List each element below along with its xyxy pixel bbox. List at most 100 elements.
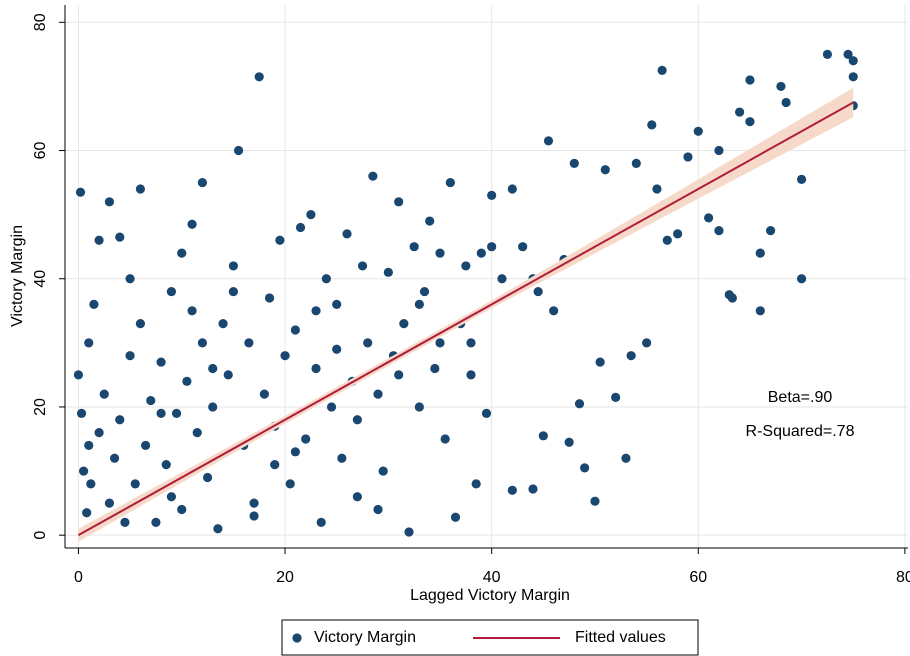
point — [259, 389, 269, 399]
point — [311, 363, 321, 374]
point — [254, 72, 264, 82]
point — [166, 492, 177, 502]
point — [104, 197, 115, 207]
y-tick-label: 60 — [32, 142, 49, 160]
point — [409, 242, 419, 252]
x-tick-label: 60 — [689, 569, 707, 586]
point — [301, 434, 311, 444]
point — [765, 226, 776, 236]
point — [440, 434, 450, 444]
x-axis-title: Lagged Victory Margin — [410, 587, 570, 604]
point — [182, 376, 192, 386]
point — [714, 145, 724, 156]
point — [404, 527, 414, 537]
point — [642, 338, 652, 348]
point — [270, 460, 280, 470]
x-tick-label: 40 — [483, 569, 501, 586]
point — [290, 325, 300, 335]
point — [528, 484, 538, 494]
point — [673, 229, 683, 239]
point — [373, 389, 383, 399]
point — [89, 299, 99, 309]
point — [352, 492, 362, 502]
y-tick-label: 20 — [32, 398, 49, 416]
point — [94, 235, 104, 245]
point — [466, 338, 476, 348]
point — [394, 197, 404, 207]
point — [476, 248, 486, 258]
point — [518, 242, 528, 252]
point — [197, 177, 208, 188]
x-tick-label: 0 — [74, 569, 83, 586]
point — [533, 286, 543, 297]
legend-label: Fitted values — [575, 629, 666, 646]
point — [192, 428, 202, 438]
point — [843, 49, 853, 59]
point — [115, 232, 125, 242]
point — [383, 267, 393, 277]
point — [78, 466, 89, 476]
x-tick-label: 80 — [896, 569, 910, 586]
point — [275, 235, 285, 245]
point — [306, 210, 316, 220]
annotation: Beta=.90 — [768, 389, 833, 406]
point — [657, 65, 667, 75]
point — [156, 408, 166, 418]
point — [822, 49, 833, 59]
point — [177, 248, 187, 258]
point — [848, 72, 858, 82]
point — [151, 517, 161, 527]
point — [662, 235, 672, 245]
point — [590, 496, 600, 506]
point — [140, 440, 151, 451]
point — [394, 370, 404, 380]
point — [357, 261, 368, 271]
legend-marker — [292, 633, 302, 643]
point — [445, 177, 455, 188]
point — [264, 293, 275, 303]
point — [735, 107, 745, 117]
point — [104, 498, 115, 508]
point — [755, 306, 765, 316]
point — [86, 479, 96, 489]
point — [228, 261, 238, 271]
point — [161, 460, 171, 470]
point — [481, 408, 492, 418]
point — [430, 363, 440, 374]
point — [564, 437, 574, 447]
point — [543, 136, 554, 146]
point — [796, 174, 807, 184]
point — [631, 158, 641, 168]
point — [208, 402, 218, 412]
point — [130, 479, 140, 489]
point — [332, 299, 342, 309]
point — [414, 299, 424, 309]
point — [94, 428, 104, 438]
point — [352, 415, 362, 425]
point — [487, 190, 497, 201]
y-tick-label: 40 — [32, 270, 49, 288]
point — [569, 158, 579, 168]
point — [115, 415, 125, 425]
point — [745, 75, 755, 85]
point — [135, 184, 146, 194]
point — [693, 126, 703, 136]
point — [197, 338, 208, 348]
point — [146, 395, 156, 406]
point — [82, 508, 92, 518]
point — [321, 274, 331, 284]
point — [626, 351, 636, 361]
point — [285, 479, 295, 489]
point — [249, 511, 259, 521]
point — [135, 319, 146, 329]
point — [727, 293, 737, 303]
point — [316, 517, 326, 527]
point — [75, 187, 86, 197]
point — [538, 431, 548, 441]
point — [202, 472, 213, 483]
point — [233, 145, 244, 156]
point — [109, 453, 120, 463]
point — [600, 165, 610, 175]
point — [549, 306, 559, 316]
